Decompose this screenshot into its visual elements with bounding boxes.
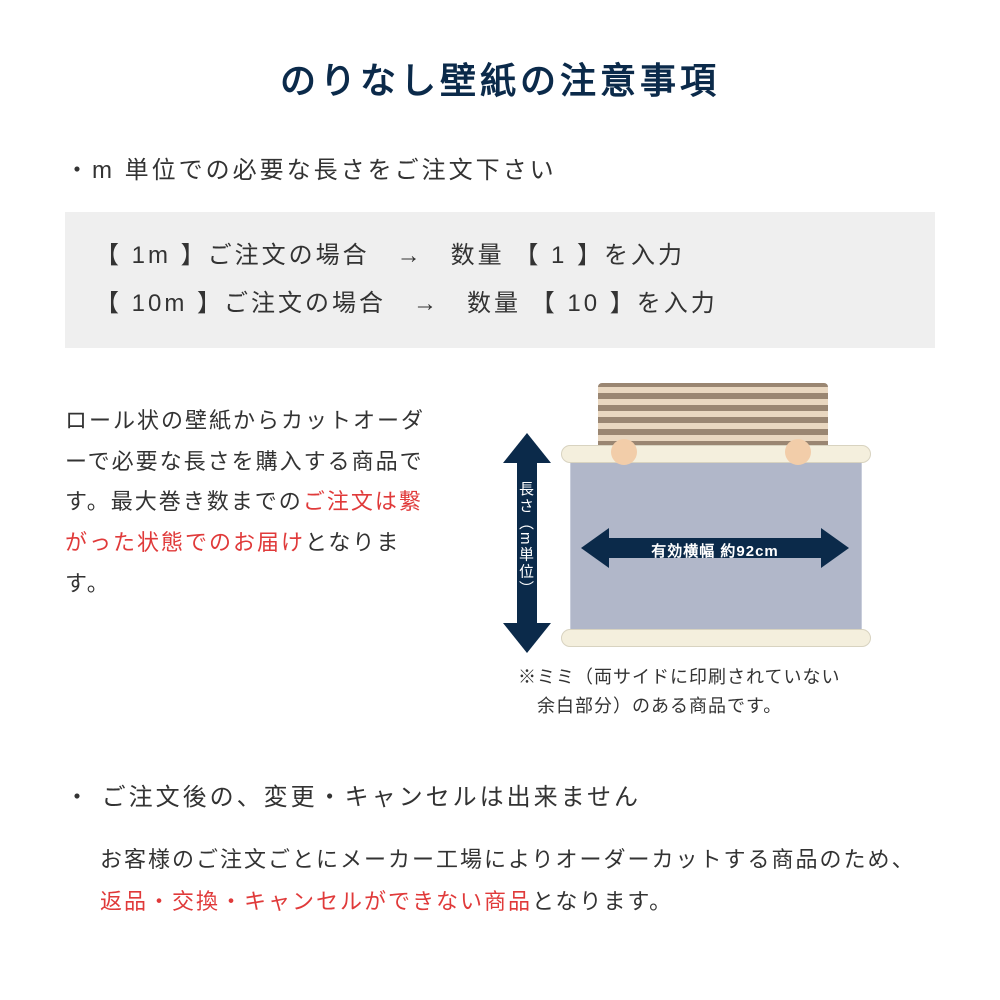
hand-left	[611, 439, 637, 465]
roll-edge-bottom	[561, 629, 871, 647]
example-line-1: 【 1m 】ご注文の場合 → 数量 【 1 】を入力	[95, 232, 905, 280]
cancellation-section: ・ ご注文後の、変更・キャンセルは出来ません お客様のご注文ごとにメーカー工場に…	[65, 778, 935, 922]
length-label: 長さ（m単位）	[518, 481, 533, 598]
page-title: のりなし壁紙の注意事項	[65, 50, 935, 111]
mimi-note: ※ミミ（両サイドに印刷されていない 余白部分）のある商品です。	[518, 663, 935, 721]
roll-edge-top	[561, 445, 871, 463]
mimi-note-line1: ※ミミ（両サイドに印刷されていない	[518, 667, 840, 687]
arrow-head-down-icon	[503, 623, 551, 653]
no-cancel-description: お客様のご注文ごとにメーカー工場によりオーダーカットする商品のため、返品・交換・…	[65, 839, 935, 923]
mimi-note-line2: 余白部分）のある商品です。	[518, 696, 782, 716]
example-line-2: 【 10m 】ご注文の場合 → 数量 【 10 】を入力	[95, 280, 905, 328]
hand-right	[785, 439, 811, 465]
cut-order-description: ロール状の壁紙からカットオーダーで必要な長さを購入する商品です。最大巻き数までの…	[65, 383, 435, 683]
length-arrow-vertical: 長さ（m単位）	[503, 433, 551, 653]
width-label: 有効横幅 約92cm	[581, 539, 849, 565]
bullet-no-cancel: ・ ご注文後の、変更・キャンセルは出来ません	[65, 778, 935, 819]
width-arrow-horizontal: 有効横幅 約92cm	[581, 528, 849, 568]
description-diagram-row: ロール状の壁紙からカットオーダーで必要な長さを購入する商品です。最大巻き数までの…	[65, 383, 935, 683]
roll-diagram: 長さ（m単位） 有効横幅 約92cm ※ミミ（両サイドに印刷されていない 余白部…	[453, 383, 935, 683]
desc2-part3: となります。	[532, 889, 673, 914]
desc2-part2-emphasis: 返品・交換・キャンセルができない商品	[100, 889, 532, 914]
bullet-order-unit: ・m 単位での必要な長さをご注文下さい	[65, 151, 935, 192]
desc2-part1: お客様のご注文ごとにメーカー工場によりオーダーカットする商品のため、	[100, 847, 916, 872]
order-example-box: 【 1m 】ご注文の場合 → 数量 【 1 】を入力 【 10m 】ご注文の場合…	[65, 212, 935, 348]
arrow-head-up-icon	[503, 433, 551, 463]
